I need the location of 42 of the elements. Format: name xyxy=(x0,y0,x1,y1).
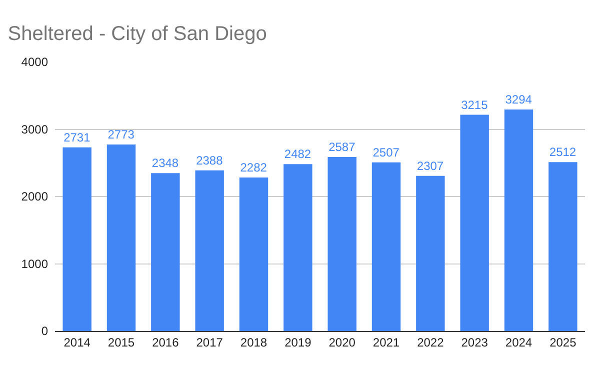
x-tick-label: 2019 xyxy=(284,335,312,350)
bar xyxy=(106,144,136,331)
bar xyxy=(151,173,180,331)
bar xyxy=(416,176,445,331)
y-tick-label: 1000 xyxy=(21,256,48,271)
x-tick-label: 2016 xyxy=(152,335,180,350)
x-tick-label: 2018 xyxy=(240,335,268,350)
x-tick-label: 2024 xyxy=(505,335,532,350)
data-label: 2507 xyxy=(372,145,400,160)
bar xyxy=(460,114,489,331)
data-label: 2773 xyxy=(108,128,135,142)
data-label: 2482 xyxy=(284,147,312,162)
y-tick-label: 3000 xyxy=(21,122,48,136)
bar xyxy=(504,109,534,331)
x-tick-label: 2022 xyxy=(417,335,444,350)
y-tick-label: 2000 xyxy=(21,190,48,204)
x-tick-label: 2015 xyxy=(108,335,135,350)
data-label: 2307 xyxy=(416,158,444,173)
y-tick-label: 0 xyxy=(41,324,48,338)
bar xyxy=(62,147,92,331)
x-tick-label: 2017 xyxy=(196,335,224,350)
data-label: 2512 xyxy=(549,145,576,160)
chart-title: Sheltered - City of San Diego xyxy=(8,22,267,45)
x-tick-label: 2020 xyxy=(328,335,356,350)
bar xyxy=(548,162,578,331)
data-label: 2388 xyxy=(196,153,224,168)
data-label: 2587 xyxy=(328,140,356,154)
x-tick-label: 2025 xyxy=(550,335,577,350)
x-tick-label: 2014 xyxy=(64,335,91,350)
data-label: 3294 xyxy=(505,92,532,106)
data-label: 2348 xyxy=(152,156,179,170)
data-label: 3215 xyxy=(461,98,488,112)
bar xyxy=(195,170,224,331)
data-label: 2731 xyxy=(64,130,91,144)
y-tick-label: 4000 xyxy=(21,55,48,70)
bar xyxy=(284,164,312,331)
bar xyxy=(372,162,401,331)
bar xyxy=(328,157,356,331)
x-tick-label: 2023 xyxy=(461,335,488,350)
bar xyxy=(239,178,268,331)
x-tick-label: 2021 xyxy=(372,335,400,350)
data-label: 2282 xyxy=(240,160,268,175)
